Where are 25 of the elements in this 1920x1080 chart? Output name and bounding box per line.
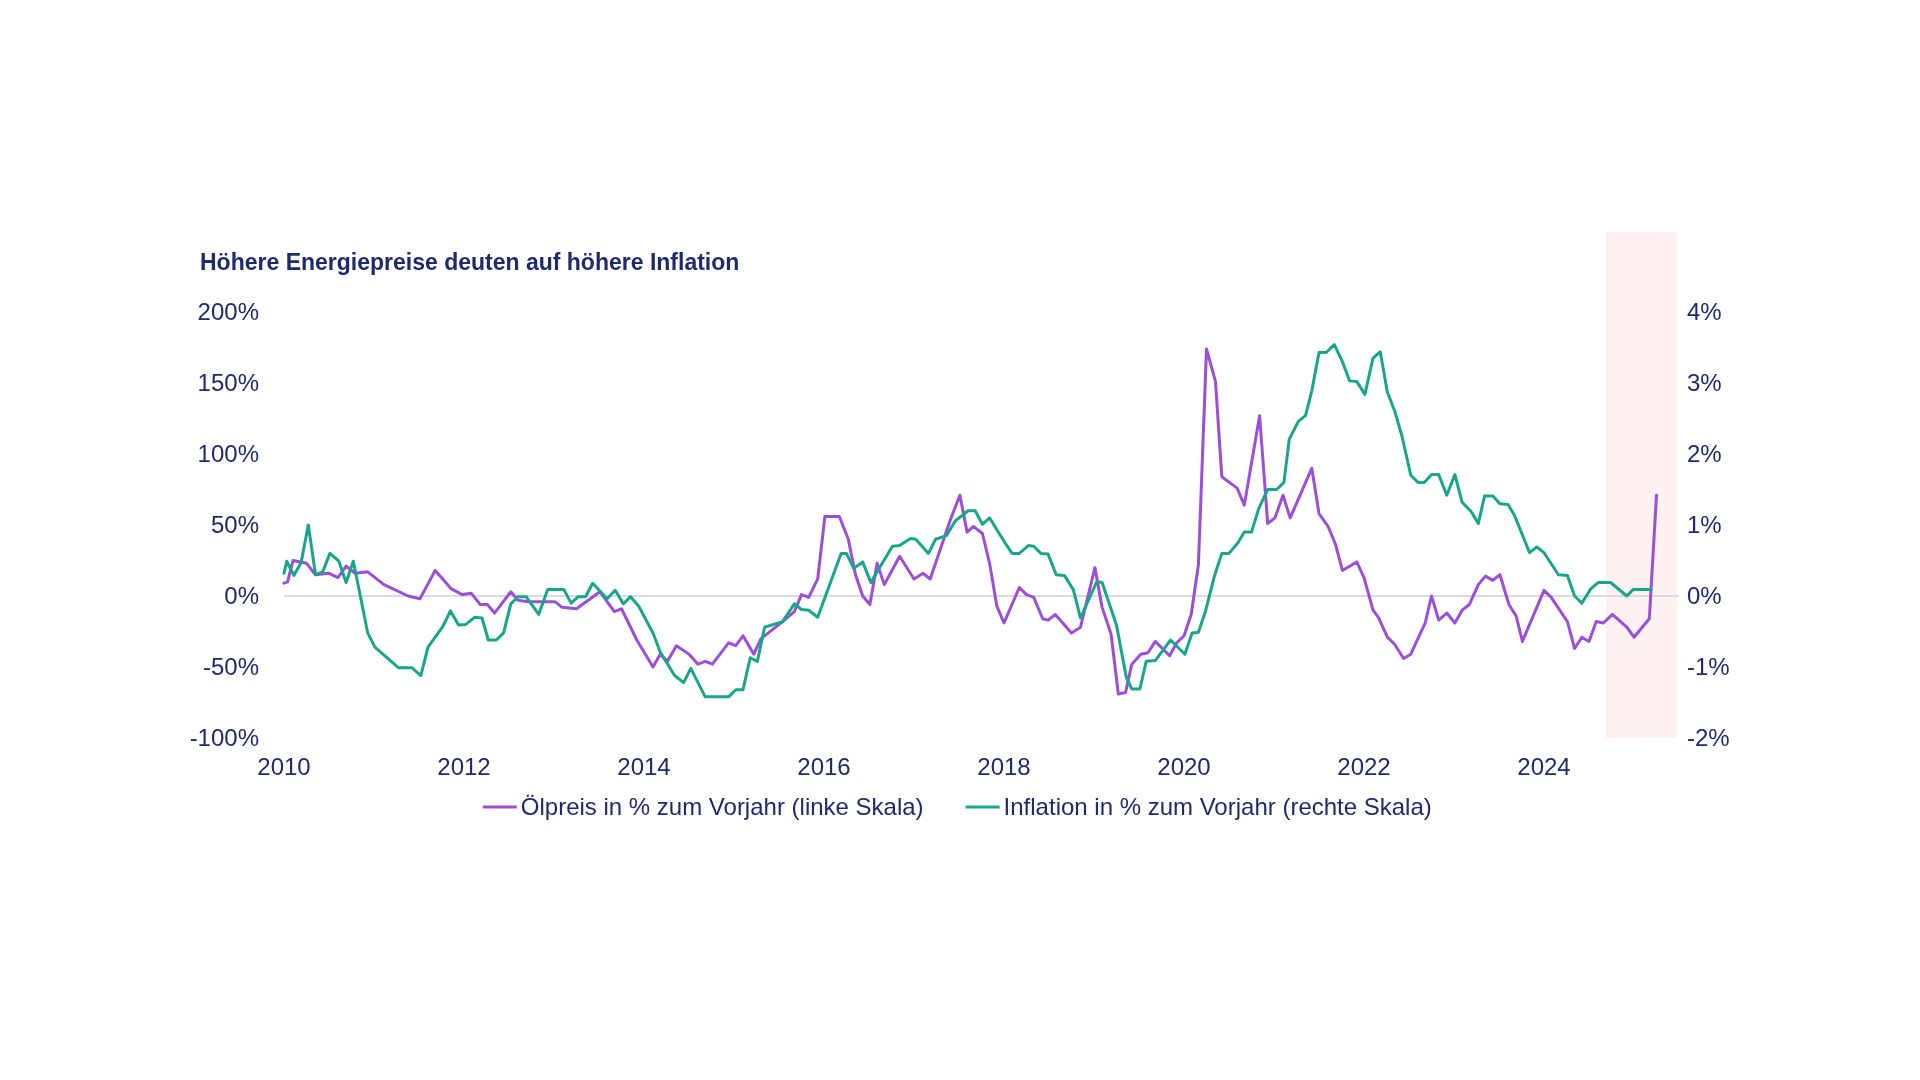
y-tick-label: 100% (197, 440, 259, 468)
y-tick-label: 150% (197, 369, 259, 397)
y-tick-label: -50% (202, 653, 259, 681)
x-tick-label: 2016 (797, 753, 851, 780)
x-tick-label: 2024 (1517, 753, 1571, 780)
y-tick-label: 200% (197, 298, 259, 326)
y-tick-label: 0% (224, 582, 259, 610)
x-tick-label: 2022 (1337, 753, 1391, 780)
x-tick-label: 2012 (437, 753, 491, 780)
y-tick-label: 50% (210, 511, 259, 539)
chart-title: Höhere Energiepreise deuten auf höhere Inflation (200, 249, 740, 275)
legend-label: Ölpreis in % zum Vorjahr (linke Skala) (520, 793, 924, 821)
legend-label: Inflation in % zum Vorjahr (rechte Skala) (1003, 793, 1432, 821)
x-tick-label: 2020 (1157, 753, 1211, 780)
x-tick-label: 2010 (257, 753, 311, 780)
y2-tick-label: 2% (1687, 440, 1722, 468)
y2-tick-label: 1% (1687, 511, 1722, 539)
y2-tick-label: -2% (1687, 724, 1730, 752)
y2-tick-label: 0% (1687, 582, 1722, 610)
x-tick-label: 2018 (977, 753, 1031, 780)
y2-tick-label: 4% (1687, 298, 1722, 326)
x-tick-label: 2014 (617, 753, 671, 780)
y-tick-label: -100% (189, 724, 259, 752)
y2-tick-label: -1% (1687, 653, 1730, 681)
y2-tick-label: 3% (1687, 369, 1722, 397)
